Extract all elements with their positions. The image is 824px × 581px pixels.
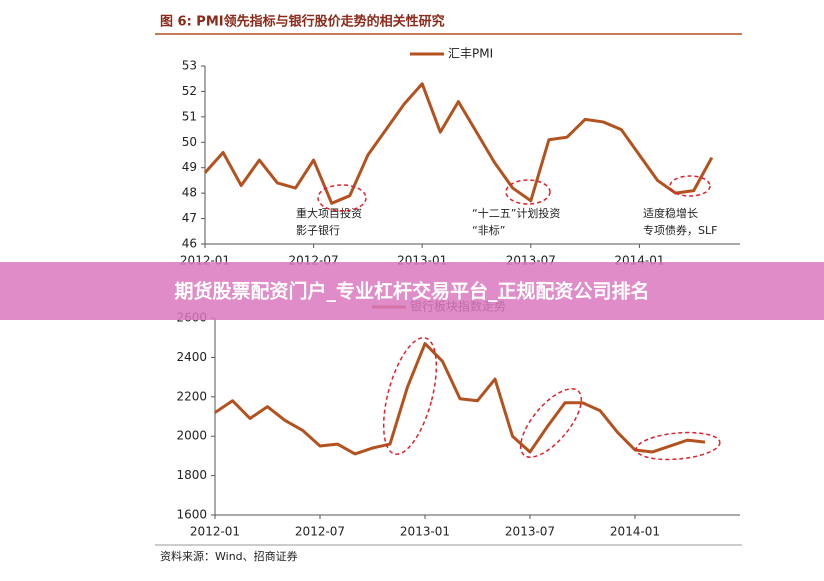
highlight [505, 179, 551, 205]
x-tick-label: 2013-07 [505, 525, 555, 539]
highlight [635, 431, 721, 461]
highlight [382, 337, 438, 455]
banner-bg [0, 262, 824, 320]
y-tick-label: 48 [182, 186, 197, 200]
charts: 46 47 48 49 50 51 52 53 2012-01 2012-07 2013-01 201… [176, 47, 740, 539]
y-tick-label: 1600 [176, 508, 207, 522]
y-tick-label: 49 [182, 160, 197, 174]
highlight [669, 175, 711, 197]
annotation: “非标” [472, 223, 505, 237]
y-tick-label: 2400 [176, 350, 207, 364]
x-tick-label: 2012-01 [190, 525, 240, 539]
annotation: 重大项目投资 [296, 206, 362, 220]
y-tick-label: 53 [182, 59, 197, 73]
y-tick-label: 51 [182, 109, 197, 123]
x-tick-label: 2012-07 [295, 525, 345, 539]
data-line [203, 82, 714, 205]
banner: 期货股票配资门户_专业杠杆交易平台_正规配资公司排名 [174, 280, 649, 303]
y-tick-label: 46 [182, 237, 197, 251]
annotation: 适度稳增长 [643, 206, 698, 220]
y-tick-label: 50 [182, 135, 197, 149]
y-tick-label: 47 [182, 211, 197, 225]
highlight [519, 388, 583, 458]
y-tick-label: 2200 [176, 389, 207, 403]
data-line [214, 342, 706, 456]
y-tick-label: 2000 [176, 429, 207, 443]
x-tick-label: 2013-01 [400, 525, 450, 539]
legend-label: 汇丰PMI [448, 47, 493, 61]
highlight [317, 184, 367, 212]
x-tick-label: 2014-01 [610, 525, 660, 539]
annotation: “十二五”计划投资 [472, 206, 560, 220]
annotation: 影子银行 [296, 223, 340, 237]
y-tick-label: 1800 [176, 468, 207, 482]
y-tick-label: 52 [182, 84, 197, 98]
source: 资料来源：Wind、招商证券 [160, 549, 298, 563]
figure-title: 图 6: PMI领先指标与银行股价走势的相关性研究 [160, 14, 445, 30]
annotation: 专项债券，SLF [643, 223, 717, 237]
